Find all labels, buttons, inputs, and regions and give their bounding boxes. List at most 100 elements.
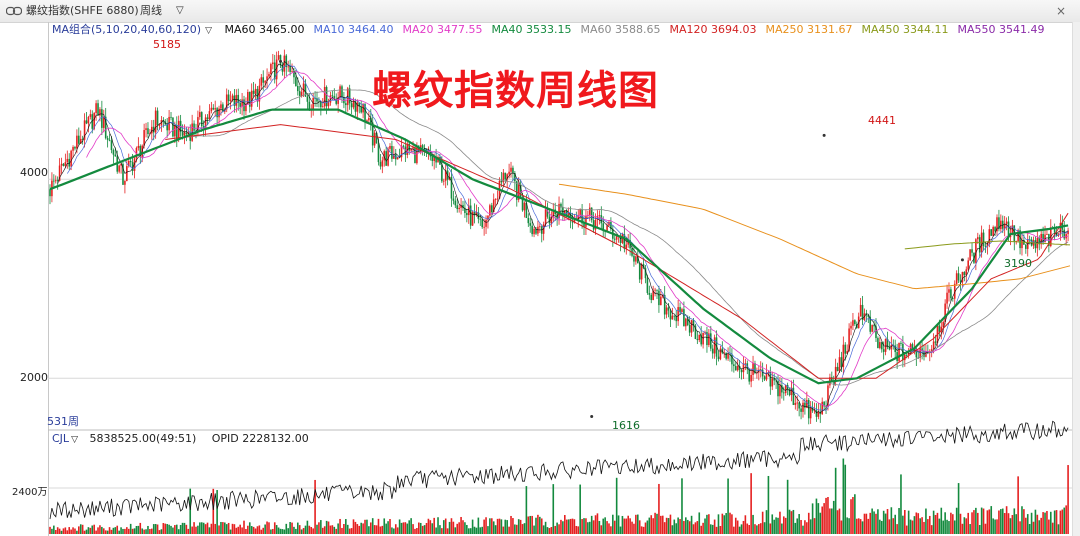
volume-bar xyxy=(298,525,301,534)
period-selector[interactable]: 周线 xyxy=(140,4,162,17)
candle-body xyxy=(308,101,311,111)
volume-bar xyxy=(909,519,912,534)
candle-body xyxy=(734,366,737,371)
candle-body xyxy=(126,166,128,181)
candle-body xyxy=(725,352,727,359)
volume-dropdown-icon[interactable]: ▽ xyxy=(71,435,78,445)
volume-bar xyxy=(195,526,197,534)
volume-bar xyxy=(804,520,806,534)
volume-bar xyxy=(214,523,216,534)
volume-bar xyxy=(396,527,399,534)
volume-bar xyxy=(848,518,850,534)
candle-body xyxy=(389,146,391,149)
volume-bar xyxy=(350,528,353,534)
volume-bar xyxy=(458,522,460,534)
annotation-high-5185: 5185 xyxy=(153,38,181,51)
volume-bar xyxy=(879,519,881,534)
volume-bar xyxy=(761,511,764,534)
candle-body xyxy=(496,198,499,200)
link-icon[interactable] xyxy=(6,6,22,16)
volume-bar xyxy=(796,518,799,534)
right-scrollbar[interactable] xyxy=(1072,22,1080,536)
candle-body xyxy=(988,229,991,244)
volume-bar xyxy=(314,479,316,534)
ma5-line xyxy=(57,61,1069,414)
ma-legend-item: MA450 3344.11 xyxy=(861,23,949,36)
volume-bar xyxy=(861,521,864,534)
volume-bar xyxy=(765,510,768,534)
candle-body xyxy=(337,97,339,104)
candle-body xyxy=(677,307,679,322)
volume-bar xyxy=(149,529,151,534)
candle-body xyxy=(842,344,845,368)
candle-body xyxy=(477,212,480,219)
candle-body xyxy=(663,294,666,315)
volume-bar xyxy=(175,524,178,534)
volume-bar xyxy=(312,528,314,534)
candle-body xyxy=(629,240,631,249)
candle-body xyxy=(208,111,211,120)
volume-bar xyxy=(1059,510,1062,534)
key-point-marker xyxy=(822,133,826,137)
volume-bar xyxy=(644,522,647,534)
candle-body xyxy=(270,64,272,75)
volume-bar xyxy=(199,522,201,534)
candle-body xyxy=(339,86,341,98)
volume-bar xyxy=(248,522,251,534)
volume-bar xyxy=(87,527,90,534)
candle-body xyxy=(831,377,833,382)
ma-combo-dropdown-icon[interactable]: ▽ xyxy=(205,26,212,36)
volume-bar xyxy=(927,519,929,534)
candle-body xyxy=(567,213,570,216)
candle-body xyxy=(85,120,88,124)
ma-combo-label[interactable]: MA组合(5,10,20,40,60,120) xyxy=(52,23,202,36)
candle-body xyxy=(581,209,583,224)
ma-legend-item: MA550 3541.49 xyxy=(957,23,1045,36)
volume-bar xyxy=(969,524,971,534)
volume-bar xyxy=(112,527,115,534)
volume-bar xyxy=(613,520,616,534)
candle-body xyxy=(539,226,541,228)
candle-body xyxy=(692,320,695,326)
volume-bar xyxy=(289,521,291,534)
candle-body xyxy=(358,102,361,107)
volume-bar xyxy=(758,524,760,534)
volume-bar xyxy=(1061,509,1064,534)
volume-bar xyxy=(446,528,449,534)
volume-bar xyxy=(857,518,860,534)
volume-bar xyxy=(727,478,729,534)
volume-bar xyxy=(844,464,847,534)
candle-body xyxy=(133,158,136,171)
candle-body xyxy=(210,107,213,112)
candle-body xyxy=(608,222,610,226)
volume-bar xyxy=(49,526,51,534)
volume-bar xyxy=(437,517,439,534)
candle-body xyxy=(296,86,299,92)
volume-bar xyxy=(318,522,320,534)
volume-bar xyxy=(416,528,418,534)
candle-body xyxy=(646,278,649,293)
volume-bar xyxy=(54,530,57,534)
volume-bar xyxy=(427,518,430,534)
period-dropdown-icon[interactable]: ▽ xyxy=(176,5,184,16)
volume-indicator-name[interactable]: CJL xyxy=(52,432,70,445)
volume-bar xyxy=(642,526,645,534)
volume-bar xyxy=(1026,514,1029,534)
volume-bar xyxy=(602,518,605,534)
volume-bar xyxy=(973,510,975,534)
candle-body xyxy=(287,66,289,68)
close-icon[interactable]: × xyxy=(1055,4,1066,18)
volume-bar xyxy=(565,519,568,534)
candle-body xyxy=(412,147,414,149)
ma450-line xyxy=(904,240,1071,250)
candle-body xyxy=(552,209,555,217)
candle-body xyxy=(231,95,234,100)
candle-body xyxy=(623,234,626,249)
volume-bar xyxy=(296,522,299,534)
candle-body xyxy=(905,354,908,356)
candle-body xyxy=(967,260,969,270)
candle-body xyxy=(404,146,407,155)
candle-body xyxy=(356,102,359,112)
volume-bar xyxy=(504,519,507,534)
